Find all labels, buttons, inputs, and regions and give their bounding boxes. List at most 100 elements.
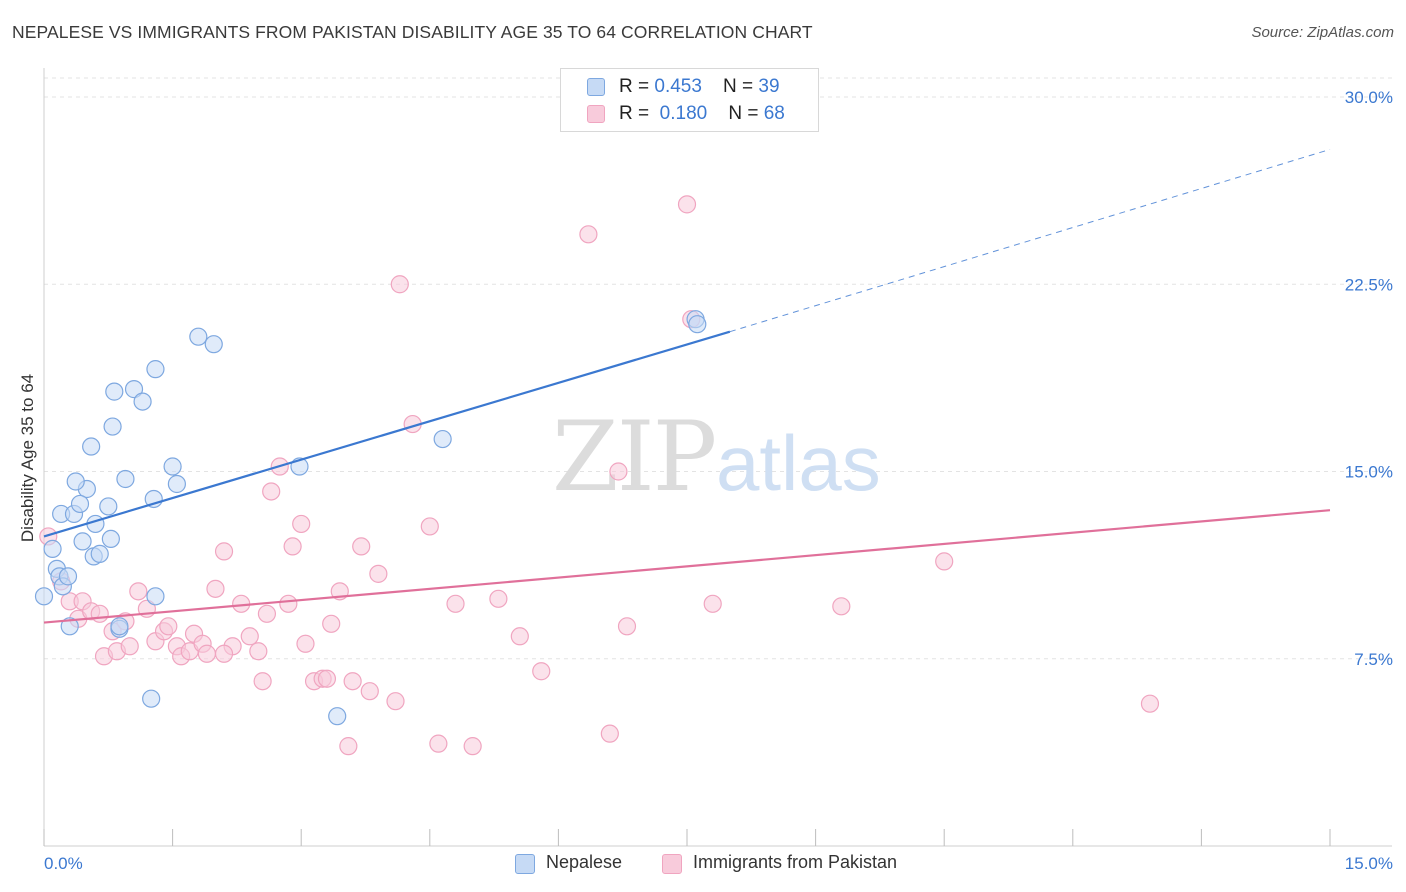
pakistan-point bbox=[832, 597, 851, 616]
pakistan-point bbox=[317, 669, 337, 688]
nepalese-point bbox=[124, 380, 144, 399]
nepalese-point bbox=[34, 587, 54, 606]
y-axis-label: Disability Age 35 to 64 bbox=[18, 374, 37, 542]
pakistan-point bbox=[253, 672, 272, 691]
pakistan-point bbox=[489, 589, 508, 608]
legend-n-value: 68 bbox=[763, 103, 785, 124]
nepalese-point bbox=[58, 567, 78, 586]
watermark-zip: ZIP bbox=[552, 401, 715, 513]
pakistan-point bbox=[262, 482, 281, 501]
pakistan-point bbox=[296, 634, 315, 653]
pakistan-point bbox=[120, 637, 139, 656]
nepalese-point bbox=[204, 335, 223, 354]
bottom-legend-label-pakistan: Immigrants from Pakistan bbox=[693, 852, 898, 872]
pakistan-point bbox=[390, 275, 409, 294]
legend-n-value: 39 bbox=[758, 76, 780, 97]
pakistan-point bbox=[677, 195, 697, 214]
pakistan-point bbox=[360, 682, 379, 701]
nepalese-point bbox=[60, 617, 79, 636]
pakistan-point bbox=[257, 604, 277, 623]
nepalese-point bbox=[105, 382, 124, 401]
pakistan-point bbox=[609, 462, 628, 481]
y-tick-label: 15.0% bbox=[1345, 463, 1393, 482]
nepalese-point bbox=[146, 587, 165, 606]
pakistan-point bbox=[90, 604, 109, 623]
pakistan-point bbox=[339, 737, 358, 756]
pakistan-point bbox=[579, 225, 598, 244]
legend-r-label: R = bbox=[619, 76, 655, 97]
pakistan-point bbox=[703, 594, 722, 613]
y-tick-label: 7.5% bbox=[1354, 650, 1393, 669]
pakistan-point bbox=[129, 582, 148, 601]
bottom-legend-swatch-pakistan bbox=[662, 854, 682, 874]
nepalese-point bbox=[433, 429, 452, 449]
nepalese-point bbox=[167, 474, 186, 494]
nepalese-point bbox=[73, 532, 92, 551]
nepalese-point bbox=[146, 360, 165, 379]
nepalese-point bbox=[82, 437, 101, 456]
pakistan-point bbox=[617, 617, 637, 636]
nepalese-trend-extension bbox=[729, 148, 1331, 333]
legend-r-value: 0.180 bbox=[659, 103, 708, 124]
pakistan-point bbox=[343, 672, 362, 691]
pakistan-point bbox=[429, 734, 448, 753]
nepalese-point bbox=[688, 315, 707, 334]
pakistan-point bbox=[206, 579, 225, 598]
pakistan-point bbox=[935, 552, 954, 571]
pakistan-point bbox=[463, 737, 482, 756]
chart-title: NEPALESE VS IMMIGRANTS FROM PAKISTAN DIS… bbox=[12, 22, 813, 42]
pakistan-point bbox=[240, 627, 259, 646]
pakistan-point bbox=[446, 594, 465, 613]
nepalese-point bbox=[66, 472, 85, 491]
grid-lines bbox=[44, 77, 1392, 660]
pakistan-point bbox=[249, 642, 268, 661]
nepalese-point bbox=[328, 707, 347, 726]
pakistan-point bbox=[159, 617, 178, 636]
nepalese-point bbox=[163, 457, 182, 476]
nepalese-trend-line bbox=[43, 330, 731, 538]
legend: R = 0.453 N = 39 R = 0.180 N = 68 bbox=[560, 68, 819, 132]
legend-swatch-nepalese bbox=[587, 78, 605, 96]
pakistan-point bbox=[322, 614, 341, 633]
pakistan-point bbox=[283, 537, 302, 556]
nepalese-point bbox=[189, 327, 208, 346]
nepalese-point bbox=[101, 529, 120, 549]
legend-r-label: R = bbox=[619, 103, 655, 124]
pakistan-point bbox=[197, 644, 216, 663]
pakistan-point bbox=[352, 537, 371, 556]
x-tick-label: 0.0% bbox=[44, 854, 83, 873]
trend-lines bbox=[43, 148, 1331, 624]
pakistan-point bbox=[420, 517, 439, 536]
watermark: ZIP atlas bbox=[552, 401, 881, 513]
watermark-atlas: atlas bbox=[716, 419, 881, 507]
pakistan-point bbox=[532, 662, 551, 681]
x-tick-label: 15.0% bbox=[1345, 854, 1393, 873]
nepalese-points bbox=[34, 310, 707, 726]
nepalese-point bbox=[133, 392, 152, 411]
pakistan-point bbox=[1140, 694, 1160, 713]
nepalese-point bbox=[90, 544, 109, 563]
nepalese-point bbox=[43, 539, 62, 558]
nepalese-point bbox=[110, 617, 129, 636]
nepalese-point bbox=[99, 497, 118, 516]
pakistan-trend-line bbox=[43, 509, 1331, 624]
tick-labels: 7.5% 15.0% 22.5% 30.0% 0.0% 15.0% bbox=[44, 88, 1393, 873]
legend-swatch-pakistan bbox=[587, 105, 605, 123]
nepalese-point bbox=[103, 417, 122, 436]
legend-n-label: N = bbox=[728, 103, 764, 124]
nepalese-point bbox=[116, 469, 135, 489]
y-tick-label: 30.0% bbox=[1345, 88, 1393, 107]
bottom-legend-swatch-nepalese bbox=[515, 854, 535, 874]
pakistan-point bbox=[510, 627, 529, 646]
axes bbox=[43, 68, 1392, 847]
nepalese-point bbox=[142, 689, 161, 708]
source-label: Source: ZipAtlas.com bbox=[1251, 24, 1394, 41]
bottom-legend-label-nepalese: Nepalese bbox=[546, 852, 623, 872]
pakistan-point bbox=[279, 594, 298, 613]
pakistan-point bbox=[214, 542, 234, 561]
nepalese-point bbox=[70, 494, 90, 514]
pakistan-point bbox=[292, 514, 311, 534]
pakistan-point bbox=[369, 564, 388, 583]
pakistan-point bbox=[214, 644, 234, 663]
